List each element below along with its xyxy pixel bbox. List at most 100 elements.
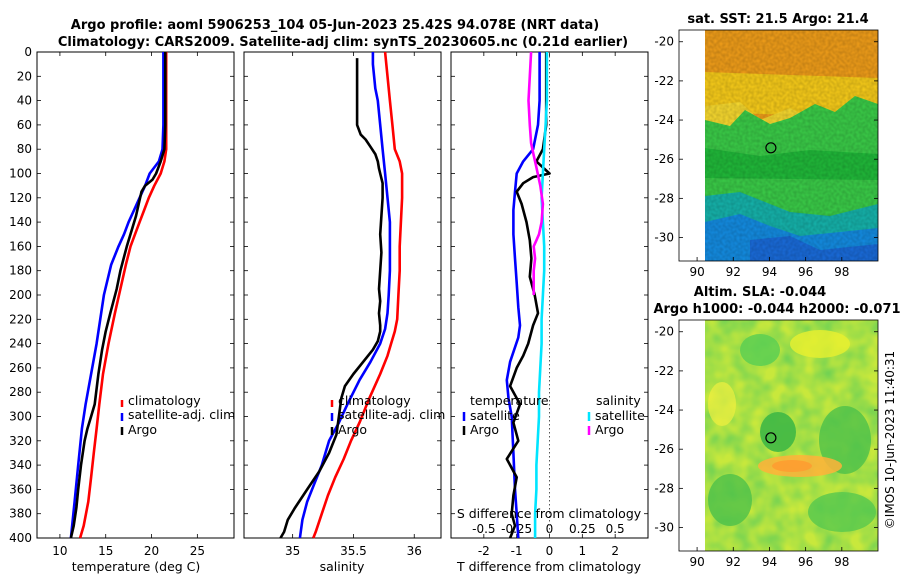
series-line-salinity-argo bbox=[527, 51, 545, 295]
s-difference-xlabel: S difference from climatology bbox=[457, 506, 642, 521]
legend-label-climatology: climatology bbox=[128, 393, 201, 408]
x-tick-label: 20 bbox=[144, 544, 159, 558]
temperature-axis-ticks: 0 20 40 60 80 100 120 140 160 180 200 220 240 260 280 3… bbox=[9, 45, 234, 558]
sla-heatmap-field bbox=[679, 320, 878, 551]
y-tick-label: -28 bbox=[654, 481, 674, 495]
credit-timestamp: ©IMOS 10-Jun-2023 11:40:31 bbox=[883, 351, 897, 529]
x-tick-label: 96 bbox=[798, 265, 813, 279]
series-line-argo bbox=[69, 52, 167, 539]
y-tick-label: 340 bbox=[9, 458, 32, 472]
legend-label-argo: Argo bbox=[128, 422, 157, 437]
temperature-series bbox=[69, 52, 168, 539]
sst-map: sat. SST: 21.5 Argo: 21.4 bbox=[654, 12, 879, 279]
series-line-climatology bbox=[312, 51, 404, 539]
argo-location-marker bbox=[765, 432, 777, 444]
sst-map-axis-ticks: 90 92 94 96 98 -20 -22 -24 -26 -28 -30 bbox=[654, 35, 878, 279]
series-line-temperature-satellite bbox=[505, 52, 541, 539]
x-tick-label: 35.5 bbox=[340, 544, 367, 558]
y-tick-label: 140 bbox=[9, 215, 32, 229]
sla-map: Altim. SLA: -0.044 Argo h1000: -0.044 h2… bbox=[653, 285, 900, 569]
y-tick-label: 60 bbox=[17, 118, 32, 132]
legend-title-salinity: salinity bbox=[596, 393, 641, 408]
argo-location-marker bbox=[765, 142, 777, 154]
x-tick-label: 92 bbox=[726, 555, 741, 569]
y-tick-label: -22 bbox=[654, 364, 674, 378]
y-tick-label: 160 bbox=[9, 239, 32, 253]
salinity-series bbox=[279, 51, 404, 539]
y-tick-label: -24 bbox=[654, 403, 674, 417]
legend-label-satellite: satellite-adj. clim bbox=[338, 407, 445, 422]
y-tick-label: -20 bbox=[654, 35, 674, 49]
legend-label-s-satellite: satellite bbox=[595, 408, 645, 423]
t-difference-xlabel: T difference from climatology bbox=[456, 559, 642, 574]
y-tick-label: -24 bbox=[654, 113, 674, 127]
legend-label-t-argo: Argo bbox=[470, 422, 499, 437]
x-tick-label: 35 bbox=[285, 544, 300, 558]
difference-series bbox=[505, 51, 551, 539]
x-tick-label: 2 bbox=[611, 544, 619, 558]
legend-label-t-satellite: satellite bbox=[470, 408, 520, 423]
salinity-profile-plot: 35 35.5 36 salinity climatology satellite-… bbox=[243, 51, 445, 574]
x-tick-label: 98 bbox=[834, 555, 849, 569]
x-tick-label: 92 bbox=[726, 265, 741, 279]
sla-map-title: Altim. SLA: -0.044 bbox=[694, 285, 826, 300]
y-tick-label: 260 bbox=[9, 361, 32, 375]
x-tick-label: 90 bbox=[689, 265, 704, 279]
y-tick-label: 400 bbox=[9, 531, 32, 545]
series-line-salinity-satellite bbox=[533, 52, 549, 538]
temperature-plot-frame bbox=[36, 51, 235, 539]
y-tick-label: 380 bbox=[9, 507, 32, 521]
y-tick-label: -26 bbox=[654, 152, 674, 166]
x-tick-label: 10 bbox=[52, 544, 67, 558]
x-tick-label: -2 bbox=[478, 544, 490, 558]
x-tick-label: 25 bbox=[190, 544, 205, 558]
x-tick-label: 1 bbox=[579, 544, 587, 558]
series-line-climatology bbox=[78, 52, 168, 539]
y-tick-label: 280 bbox=[9, 385, 32, 399]
y-tick-label: 320 bbox=[9, 434, 32, 448]
legend-label-climatology: climatology bbox=[338, 393, 411, 408]
x-tick-label: 98 bbox=[834, 265, 849, 279]
y-tick-label: 20 bbox=[17, 69, 32, 83]
y-tick-label: -20 bbox=[654, 325, 674, 339]
y-tick-label: 360 bbox=[9, 482, 32, 496]
difference-legend: temperature satellite Argo salinity sate… bbox=[462, 393, 645, 437]
salinity-plot-frame bbox=[243, 51, 442, 539]
y-tick-label: 300 bbox=[9, 410, 32, 424]
figure-title: Argo profile: aoml 5906253_104 05-Jun-20… bbox=[71, 18, 599, 33]
y-tick-label: -30 bbox=[654, 231, 674, 245]
x-tick-label: 15 bbox=[98, 544, 113, 558]
salinity-legend: climatology satellite-adj. clim Argo bbox=[330, 393, 445, 437]
x-tick-label: 96 bbox=[798, 555, 813, 569]
x-tick-label: 36 bbox=[407, 544, 422, 558]
legend-title-temperature: temperature bbox=[470, 393, 549, 408]
y-tick-label: 120 bbox=[9, 191, 32, 205]
legend-label-argo: Argo bbox=[338, 422, 367, 437]
y-tick-label: 80 bbox=[17, 142, 32, 156]
series-line-satellite-adj-clim bbox=[69, 52, 165, 539]
y-tick-label: 100 bbox=[9, 167, 32, 181]
sla-map-subtitle: Argo h1000: -0.044 h2000: -0.071 bbox=[653, 302, 900, 317]
y-tick-label: -22 bbox=[654, 74, 674, 88]
series-line-satellite-adj-clim bbox=[298, 52, 392, 539]
legend-label-satellite: satellite-adj. clim bbox=[128, 407, 235, 422]
salinity-axis-ticks: 35 35.5 36 bbox=[244, 51, 441, 558]
y-tick-label: -30 bbox=[654, 521, 674, 535]
y-tick-label: 40 bbox=[17, 94, 32, 108]
y-tick-label: 180 bbox=[9, 264, 32, 278]
y-tick-label: -26 bbox=[654, 442, 674, 456]
sla-map-axis-ticks: 90 92 94 96 98 -20 -22 -24 -26 -28 -30 bbox=[654, 325, 878, 569]
secondary-x-tick-label: -0.5 bbox=[472, 522, 495, 536]
sst-heatmap-field bbox=[679, 30, 878, 261]
x-tick-label: 94 bbox=[762, 555, 777, 569]
x-tick-label: 90 bbox=[689, 555, 704, 569]
figure-subtitle: Climatology: CARS2009. Satellite-adj cli… bbox=[58, 35, 628, 50]
salinity-xlabel: salinity bbox=[320, 559, 365, 574]
y-tick-label: -28 bbox=[654, 191, 674, 205]
series-line-argo bbox=[279, 58, 384, 539]
x-tick-label: 94 bbox=[762, 265, 777, 279]
temperature-profile-plot: 0 20 40 60 80 100 120 140 160 180 200 220 240 260 280 3… bbox=[9, 45, 235, 574]
